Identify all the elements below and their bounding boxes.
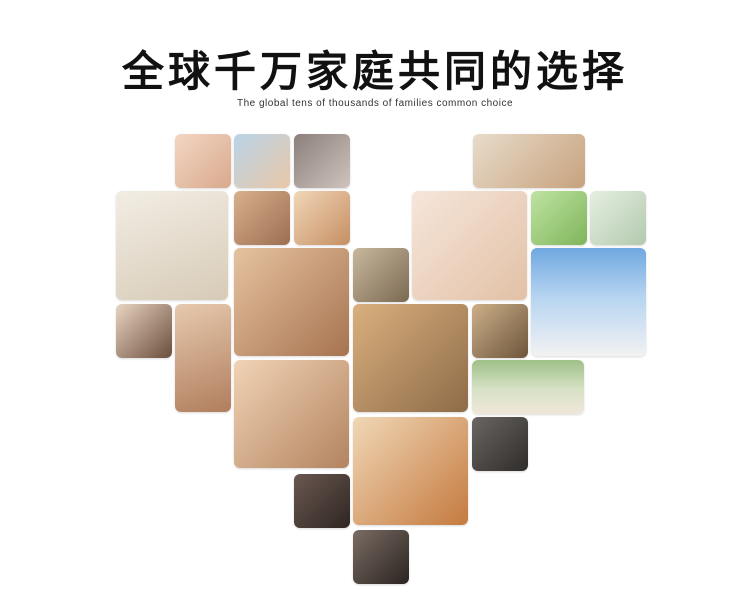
page-title: 全球千万家庭共同的选择	[121, 47, 628, 96]
photo-tile-elderly-couple	[472, 360, 584, 414]
photo-tile-family-group	[353, 248, 409, 302]
photo-tile-baby-kiss	[175, 134, 231, 188]
photo-tile-delivery-woman	[353, 304, 468, 412]
photo-tile-ski-family	[531, 248, 646, 356]
page-subtitle: The global tens of thousands of families…	[236, 98, 514, 109]
photo-tile-reading-family	[353, 417, 468, 525]
photo-tile-father-daughter	[234, 248, 349, 356]
photo-tile-dark-portrait	[472, 417, 528, 471]
photo-tile-mother-child-hats	[234, 360, 349, 468]
photo-tile-hug-couple	[175, 304, 231, 412]
photo-tile-couple-smile	[234, 191, 290, 245]
photo-tile-couple-outdoor	[472, 304, 528, 358]
photo-tile-portrait-grey	[294, 134, 350, 188]
photo-tile-woman-curtain	[116, 191, 228, 300]
photo-tile-woman-dark-hair	[294, 474, 350, 528]
photo-tile-bottom-portrait	[353, 530, 409, 584]
photo-tile-mother-baby	[412, 191, 527, 300]
photo-tile-living-room	[473, 134, 585, 188]
photo-tile-blindfold-woman	[116, 304, 172, 358]
photo-tile-man-white	[590, 191, 646, 245]
photo-tile-family-lying	[294, 191, 350, 245]
photo-tile-child-green	[531, 191, 587, 245]
photo-tile-mother-child	[234, 134, 290, 188]
